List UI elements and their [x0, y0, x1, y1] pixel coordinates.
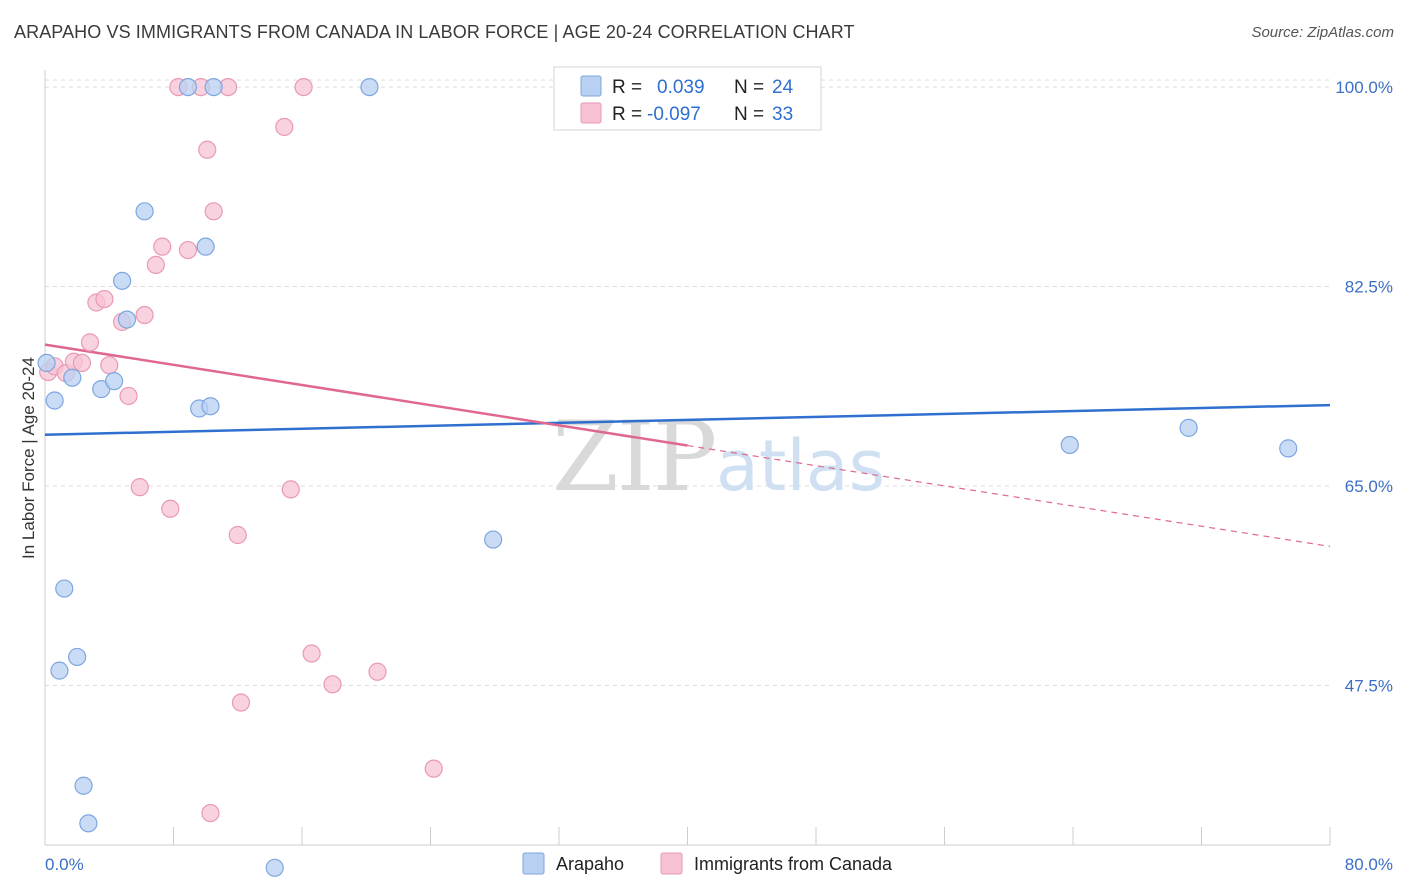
x-tick-label: 80.0%	[1345, 855, 1393, 874]
data-point-canada	[424, 759, 443, 778]
legend-swatch-arapaho	[580, 75, 602, 97]
data-point-arapaho	[135, 202, 154, 221]
bottom-legend-swatch-canada	[660, 852, 683, 875]
data-point-arapaho	[45, 391, 64, 410]
bottom-legend: Arapaho Immigrants from Canada	[522, 852, 893, 875]
data-point-arapaho	[360, 77, 379, 97]
chart-source: Source: ZipAtlas.com	[1251, 24, 1394, 41]
data-point-arapaho	[74, 776, 93, 795]
data-point-arapaho	[1179, 418, 1198, 437]
watermark-zip: ZIP	[552, 401, 715, 513]
data-point-arapaho	[112, 271, 132, 290]
data-point-canada	[178, 240, 198, 260]
data-point-canada	[275, 117, 294, 137]
data-point-canada	[368, 662, 387, 681]
data-point-canada	[146, 255, 165, 274]
data-point-arapaho	[68, 647, 87, 667]
legend-r-value: -0.097	[647, 104, 701, 125]
data-point-canada	[294, 77, 313, 97]
bottom-legend-swatch-arapaho	[522, 852, 545, 875]
y-tick-label: 82.5%	[1345, 278, 1393, 297]
trend-line-arapaho	[44, 403, 1331, 436]
data-point-canada	[302, 644, 321, 663]
data-point-arapaho	[117, 310, 137, 329]
data-point-canada	[231, 693, 251, 712]
data-point-arapaho	[178, 77, 198, 97]
data-point-canada	[201, 803, 220, 823]
bottom-legend-label-canada: Immigrants from Canada	[694, 854, 893, 874]
data-point-canada	[100, 356, 119, 375]
data-point-canada	[72, 353, 92, 373]
trend-line-extension-canada	[687, 444, 1331, 547]
grid	[45, 79, 1330, 686]
data-point-canada	[135, 305, 154, 325]
data-point-canada	[153, 237, 172, 256]
data-point-canada	[323, 675, 342, 694]
data-point-arapaho	[79, 814, 98, 833]
data-point-arapaho	[484, 530, 503, 549]
x-tick-label: 0.0%	[45, 855, 84, 874]
data-point-arapaho	[50, 661, 69, 680]
data-point-canada	[130, 478, 149, 497]
data-point-arapaho	[63, 368, 82, 387]
data-point-canada	[95, 289, 114, 309]
legend-r-label: R =	[612, 77, 642, 98]
watermark-atlas: atlas	[716, 425, 885, 507]
data-points	[37, 77, 1298, 877]
data-point-arapaho	[1279, 439, 1298, 458]
legend-n-value: 24	[772, 77, 794, 98]
data-point-canada	[161, 499, 180, 518]
data-point-canada	[204, 202, 223, 221]
y-tick-label: 65.0%	[1345, 477, 1393, 496]
data-point-arapaho	[204, 77, 223, 97]
data-point-canada	[198, 140, 217, 159]
bottom-legend-label-arapaho: Arapaho	[556, 854, 624, 874]
data-point-arapaho	[55, 579, 74, 598]
legend-r-value: 0.039	[657, 77, 705, 98]
y-tick-label: 47.5%	[1345, 676, 1393, 695]
y-tick-labels: 100.0% 82.5% 65.0% 47.5%	[1335, 78, 1393, 695]
data-point-arapaho	[265, 858, 284, 877]
data-point-arapaho	[1060, 435, 1079, 455]
data-point-arapaho	[196, 237, 215, 256]
watermark: ZIP atlas	[552, 401, 885, 513]
legend-r-label: R =	[612, 104, 642, 125]
axes	[44, 70, 1331, 846]
stats-legend: R = 0.039 N = 24 R = -0.097 N = 33	[553, 66, 822, 131]
trend-lines	[44, 343, 1331, 547]
y-tick-label: 100.0%	[1335, 78, 1393, 97]
data-point-canada	[80, 333, 100, 352]
legend-n-label: N =	[734, 104, 764, 125]
legend-n-label: N =	[734, 77, 764, 98]
legend-swatch-canada	[580, 102, 602, 124]
data-point-canada	[119, 386, 138, 406]
data-point-arapaho	[37, 353, 56, 373]
trend-line-canada	[44, 343, 688, 447]
chart-title: ARAPAHO VS IMMIGRANTS FROM CANADA IN LAB…	[14, 22, 855, 42]
y-axis-label: In Labor Force | Age 20-24	[19, 357, 38, 559]
data-point-arapaho	[201, 397, 220, 416]
legend-n-value: 33	[772, 104, 793, 125]
data-point-canada	[228, 525, 247, 545]
x-tick-labels: 0.0% 80.0%	[45, 855, 1393, 874]
data-point-canada	[281, 480, 300, 499]
data-point-arapaho	[104, 372, 124, 391]
